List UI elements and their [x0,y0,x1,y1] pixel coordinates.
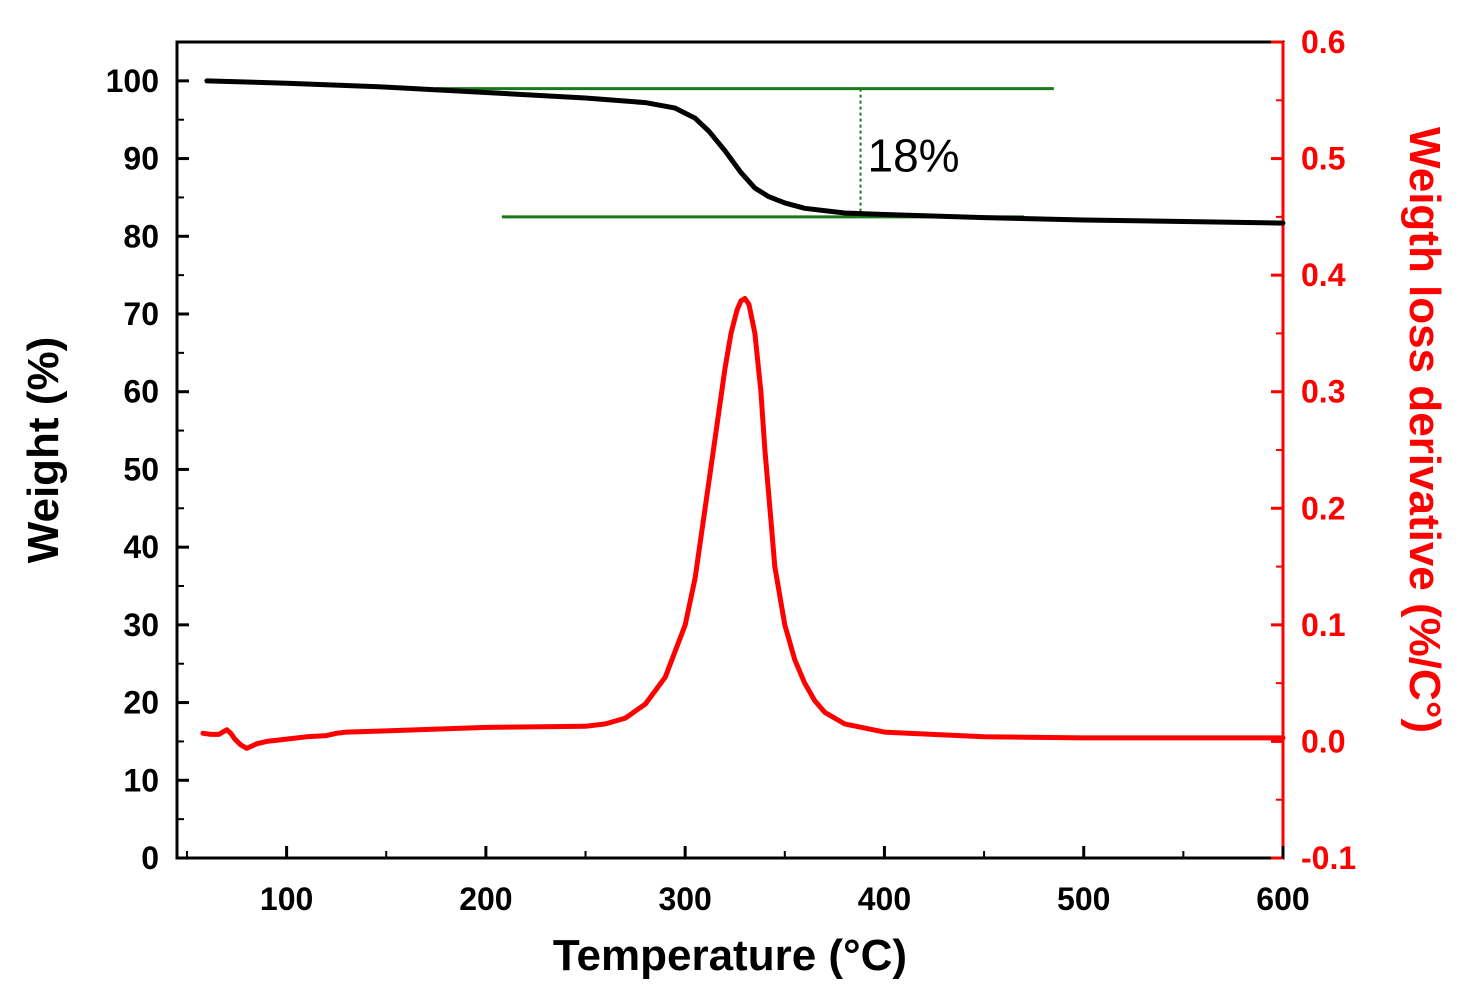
y-tick-label: 0 [141,840,159,876]
y-tick-label: 90 [123,141,159,177]
series-layer [200,78,1286,751]
x-tick-label: 600 [1256,881,1309,917]
y-tick-label: 70 [123,296,159,332]
left-axis-ticks: 0 10 20 30 40 50 60 70 80 90 100 [106,63,189,876]
y2-tick-label: -0.1 [1301,840,1356,876]
x-tick-label: 500 [1057,881,1110,917]
annotation-layer: 18% [436,87,1054,219]
y-tick-label: 40 [123,529,159,565]
y-tick-label: 100 [106,63,159,99]
x-tick-label: 300 [658,881,711,917]
derivative-series-line [200,296,1286,751]
x-axis-title: Temperature (°C) [553,931,907,980]
weight-loss-annotation: 18% [868,130,960,182]
y-axis-title: Weight (%) [19,337,68,564]
weight-series-line [204,78,1286,226]
y-tick-label: 60 [123,374,159,410]
y2-tick-label: 0.6 [1301,24,1345,60]
x-tick-label: 400 [858,881,911,917]
y2-axis-title: Weigth loss derivative (%/C°) [1400,127,1449,733]
y-tick-label: 50 [123,451,159,487]
y-tick-label: 80 [123,218,159,254]
y-tick-label: 30 [123,607,159,643]
y2-tick-label: 0.0 [1301,723,1345,759]
y2-tick-label: 0.3 [1301,374,1345,410]
y2-tick-label: 0.5 [1301,141,1345,177]
y2-tick-label: 0.4 [1301,257,1346,293]
y-tick-label: 10 [123,762,159,798]
right-axis-ticks: -0.1 0.0 0.1 0.2 0.3 0.4 0.5 0.6 [1271,24,1356,876]
x-tick-label: 200 [459,881,512,917]
y2-tick-label: 0.2 [1301,490,1345,526]
x-tick-label: 100 [260,881,313,917]
bottom-axis-ticks: 100 200 300 400 500 600 [185,846,1310,917]
y2-tick-label: 0.1 [1301,607,1345,643]
y-tick-label: 20 [123,685,159,721]
